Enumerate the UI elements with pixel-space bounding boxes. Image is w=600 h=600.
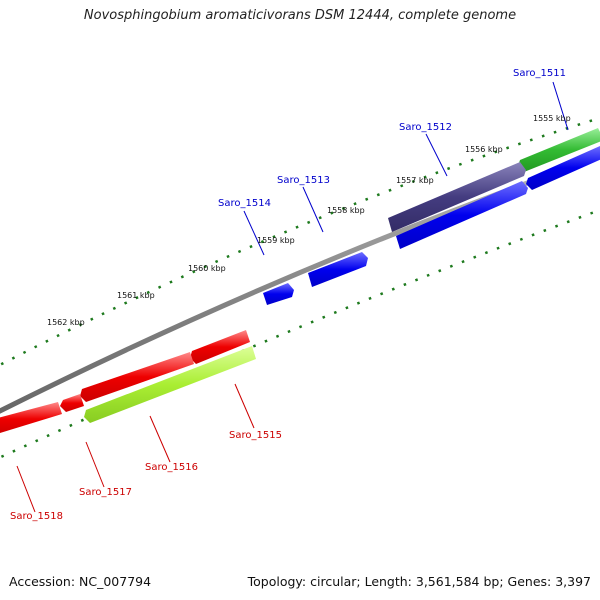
scale-label: 1561 kbp xyxy=(117,291,155,300)
gene-saro-1511-blue-feature[interactable] xyxy=(526,146,600,190)
genome-summary-text: Topology: circular; Length: 3,561,584 bp… xyxy=(247,574,591,589)
gene-saro-1518-feature[interactable] xyxy=(0,402,62,436)
gene-saro-1513-feature[interactable] xyxy=(308,252,368,287)
gene-labels: Saro_1511 Saro_1512 Saro_1513 Saro_1514 … xyxy=(10,68,566,522)
scale-label: 1557 kbp xyxy=(396,176,434,185)
map-title: Novosphingobium aromaticivorans DSM 1244… xyxy=(83,8,517,23)
gene-label-saro-1518[interactable]: Saro_1518 xyxy=(10,511,63,522)
accession-text: Accession: NC_007794 xyxy=(9,574,152,589)
inner-scale-ticks xyxy=(0,208,600,459)
gene-label-saro-1514[interactable]: Saro_1514 xyxy=(218,198,271,209)
scale-label: 1555 kbp xyxy=(533,114,571,123)
gene-saro-1517-feature[interactable] xyxy=(80,352,194,402)
scale-label: 1560 kbp xyxy=(188,264,226,273)
gene-label-saro-1516[interactable]: Saro_1516 xyxy=(145,462,198,473)
scale-label: 1562 kbp xyxy=(47,318,85,327)
gene-saro-1512-blue-feature[interactable] xyxy=(396,181,528,249)
scale-label: 1559 kbp xyxy=(257,236,295,245)
gene-saro-1516-feature[interactable] xyxy=(84,346,256,423)
forward-label-lines xyxy=(243,81,569,256)
scale-labels: 1555 kbp 1556 kbp 1557 kbp 1558 kbp 1559… xyxy=(47,114,571,327)
gene-label-saro-1513[interactable]: Saro_1513 xyxy=(277,175,330,186)
scale-label: 1558 kbp xyxy=(327,206,365,215)
outer-scale-ticks xyxy=(0,116,600,367)
scale-label: 1556 kbp xyxy=(465,145,503,154)
gene-label-saro-1517[interactable]: Saro_1517 xyxy=(79,487,132,498)
gene-saro-1514-feature[interactable] xyxy=(263,283,294,305)
gene-saro-1515-feature[interactable] xyxy=(190,330,250,364)
gene-saro-1511-feature[interactable] xyxy=(518,128,600,172)
gene-saro-1517b-feature[interactable] xyxy=(60,394,84,412)
reverse-label-lines xyxy=(16,383,255,513)
gene-saro-1512-feature[interactable] xyxy=(388,162,526,232)
gene-label-saro-1511[interactable]: Saro_1511 xyxy=(513,68,566,79)
gene-label-saro-1512[interactable]: Saro_1512 xyxy=(399,122,452,133)
gene-label-saro-1515[interactable]: Saro_1515 xyxy=(229,430,282,441)
